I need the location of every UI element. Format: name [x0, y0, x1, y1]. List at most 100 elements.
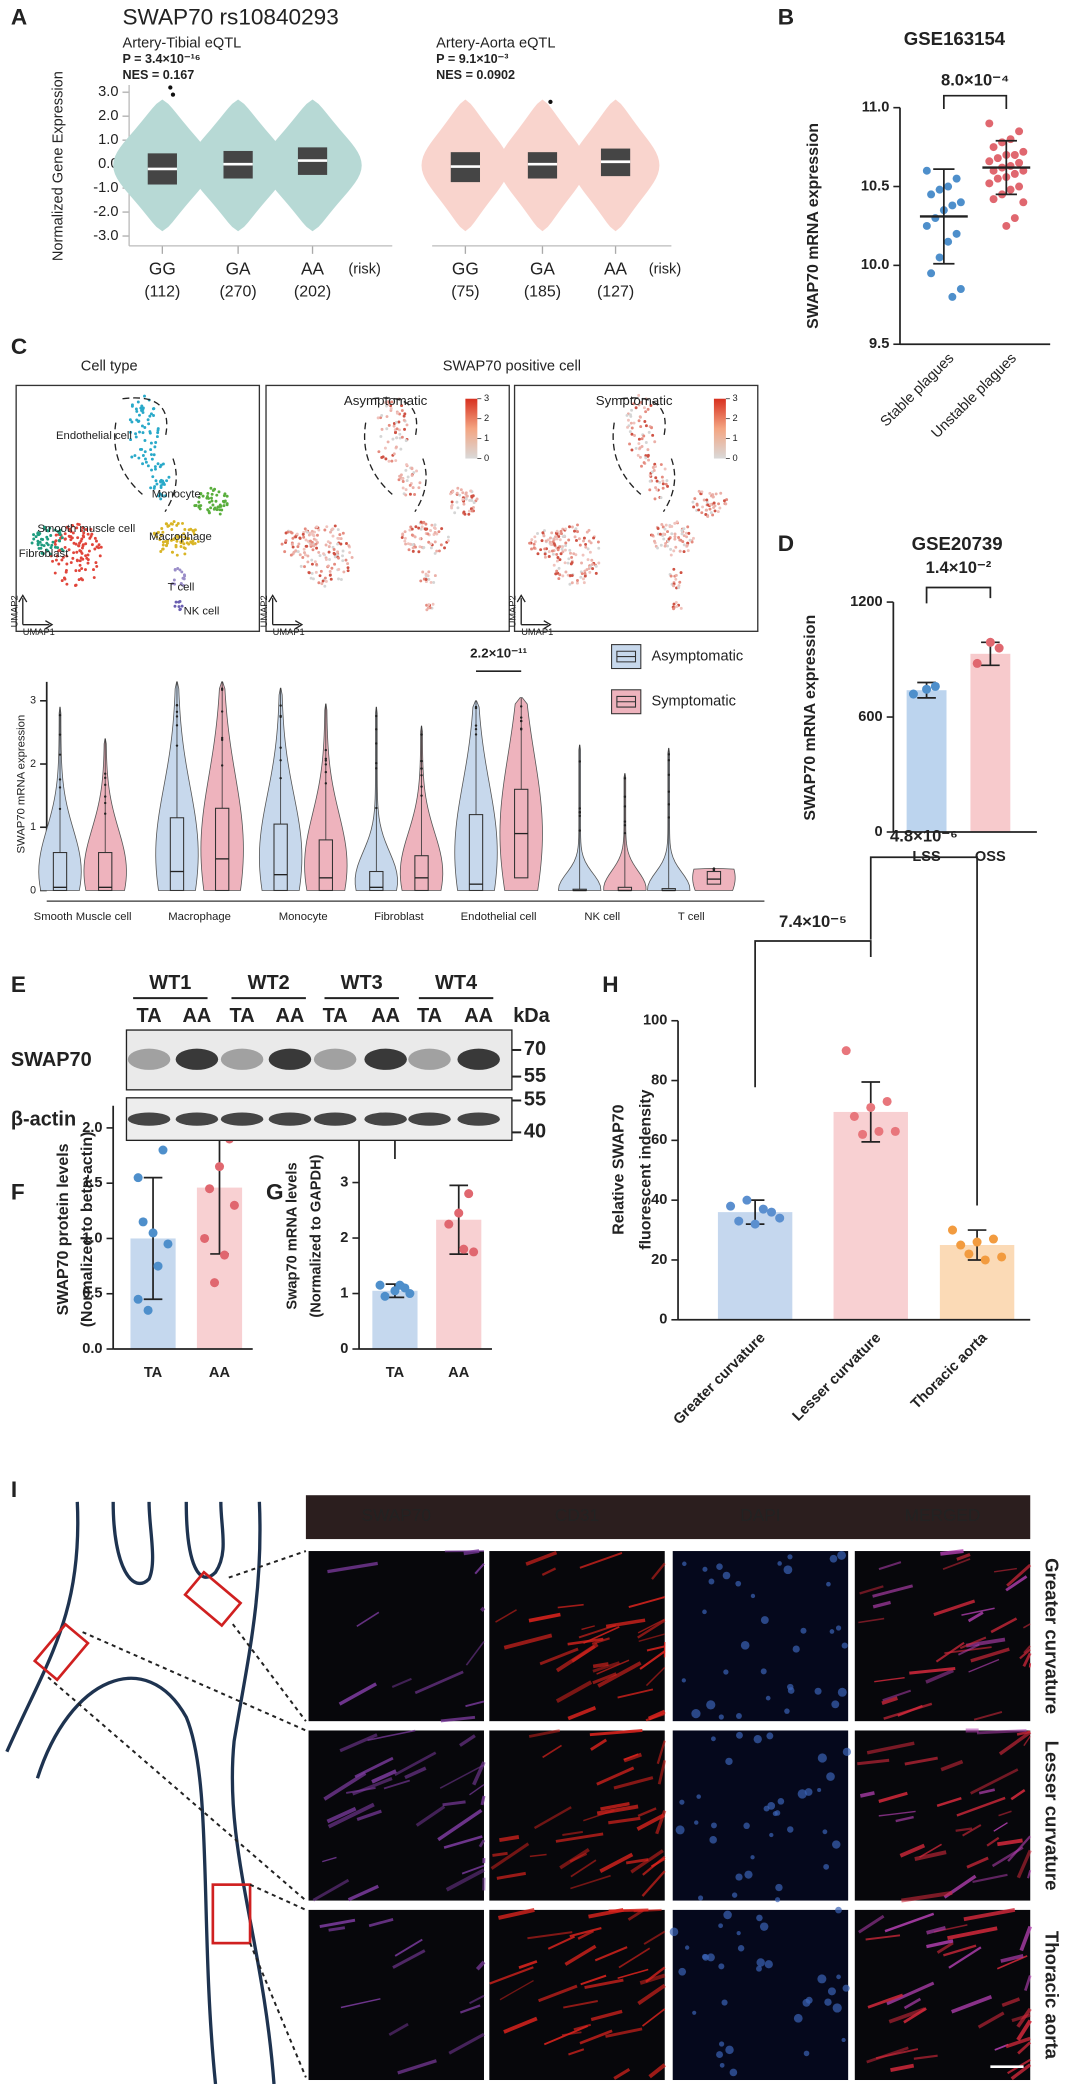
umap-point	[582, 539, 585, 543]
nucleus	[723, 1910, 732, 1920]
umap-point	[666, 530, 669, 534]
umap-point	[178, 599, 182, 603]
umap-point	[60, 579, 64, 583]
fiber	[557, 1603, 584, 1609]
umap-point	[673, 521, 677, 525]
umap-point	[410, 527, 414, 531]
umap-point	[679, 538, 683, 542]
umap-point	[567, 557, 571, 561]
umap-point	[99, 545, 103, 549]
fiber	[643, 1930, 666, 1945]
fiber	[978, 1788, 996, 1795]
actin-band	[175, 1112, 219, 1126]
umap-point	[67, 548, 71, 552]
umap-point	[427, 540, 431, 544]
umap-point	[155, 482, 159, 486]
fiber	[617, 1688, 654, 1699]
umap-point	[391, 437, 395, 441]
umap-point	[302, 547, 306, 551]
umap-point	[387, 403, 391, 407]
fiber	[648, 2063, 666, 2079]
umap-point	[218, 508, 222, 512]
umap-point	[582, 536, 586, 540]
umap-point	[342, 570, 346, 574]
outlier-dot	[623, 824, 627, 827]
fiber	[955, 1827, 973, 1832]
umap-scatter	[528, 393, 729, 611]
vessel-outline	[111, 1501, 155, 1586]
umap-point	[640, 464, 643, 468]
umap-point	[78, 559, 82, 563]
umap-point	[150, 457, 154, 461]
umap-point	[380, 427, 384, 431]
umap-point	[465, 494, 469, 498]
data-point	[988, 1234, 998, 1244]
umap-point	[530, 547, 534, 551]
umap-point	[215, 508, 219, 512]
fiber	[495, 1609, 517, 1623]
panel-label: I	[11, 1477, 17, 1502]
umap-point	[637, 442, 641, 446]
umap-point	[677, 586, 681, 590]
umap-point	[424, 578, 428, 581]
umap-point	[682, 543, 686, 547]
micrograph-bg	[854, 1909, 1031, 2081]
umap-point	[139, 406, 143, 410]
umap-point	[137, 413, 141, 417]
y-tick-label: 1.0	[98, 132, 118, 148]
umap-point	[134, 435, 138, 439]
data-point	[726, 1201, 736, 1211]
nucleus	[759, 1922, 769, 1931]
nucleus	[787, 1826, 794, 1833]
umap-point	[669, 553, 673, 557]
nucleus	[767, 1802, 776, 1810]
fiber	[639, 1973, 666, 1985]
umap-point	[568, 574, 572, 578]
fiber	[914, 1850, 947, 1861]
umap-point	[674, 573, 678, 577]
umap-point	[651, 433, 655, 437]
umap-point	[557, 577, 561, 581]
fiber	[956, 1796, 1006, 1817]
umap-point	[37, 546, 41, 550]
umap-point	[76, 536, 80, 540]
umap-frame	[15, 384, 261, 632]
umap-point	[92, 568, 95, 572]
umap-point	[84, 554, 88, 558]
nucleus	[669, 1927, 679, 1937]
umap-point	[178, 608, 182, 612]
y-tick-label: 2	[30, 758, 36, 770]
fiber	[633, 1908, 662, 1913]
umap-point	[640, 437, 644, 441]
umap-point	[129, 430, 132, 434]
umap-point	[582, 577, 585, 581]
umap-point	[183, 528, 187, 531]
umap-point	[69, 530, 73, 533]
umap-point	[663, 527, 667, 531]
lane-label: AA	[464, 1005, 493, 1027]
nucleus	[716, 2051, 724, 2059]
umap-point	[632, 402, 636, 406]
umap-point	[93, 536, 97, 540]
umap-point	[557, 535, 561, 538]
fiber	[323, 1771, 367, 1801]
umap-point	[392, 424, 396, 428]
umap-point	[46, 549, 50, 553]
fiber	[951, 1995, 993, 2014]
callout-line	[231, 1623, 307, 1722]
umap-point	[183, 546, 187, 550]
umap-point	[321, 579, 325, 583]
fiber	[895, 1815, 914, 1823]
dashed-outline	[363, 397, 427, 513]
umap-point	[653, 462, 657, 466]
umap-point	[153, 465, 157, 469]
umap-point	[675, 520, 679, 524]
nucleus	[835, 1906, 842, 1914]
umap-point	[564, 541, 568, 545]
umap-point	[573, 529, 576, 533]
sample-size: (185)	[524, 284, 561, 301]
umap-point	[208, 500, 212, 504]
fiber	[888, 2007, 926, 2024]
umap-point	[185, 541, 189, 545]
